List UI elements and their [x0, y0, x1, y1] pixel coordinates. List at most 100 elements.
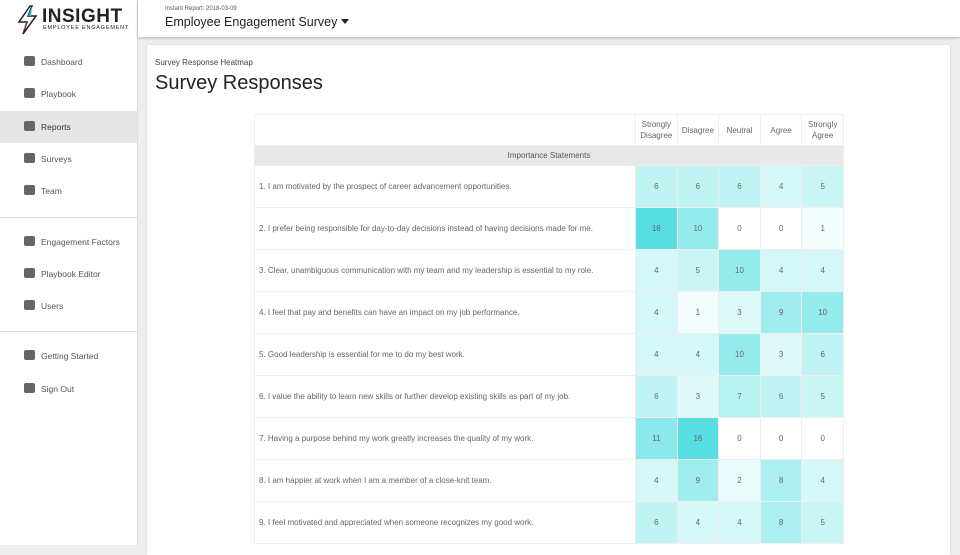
- nav-separator: [0, 216, 137, 218]
- nav-item[interactable]: Surveys: [0, 143, 137, 175]
- sidebar: INSIGHT EMPLOYEE ENGAGEMENT Dashboard Pla…: [0, 0, 138, 545]
- heat-cell: 6: [759, 375, 803, 418]
- statement: 4. I feel that pay and benefits can have…: [254, 291, 636, 334]
- heat-cell: 0: [759, 417, 803, 460]
- nav-separator: [0, 331, 137, 333]
- nav-item[interactable]: Playbook: [0, 78, 137, 110]
- report-card: Survey Response Heatmap Survey Responses…: [147, 45, 950, 555]
- heat-cell: 16: [635, 207, 678, 250]
- heat-cell: 3: [676, 375, 720, 418]
- nav-icon: [24, 382, 35, 393]
- logo-icon: [17, 5, 38, 35]
- statement-row: 5. Good leadership is essential for me t…: [254, 333, 844, 376]
- statement: 5. Good leadership is essential for me t…: [254, 333, 636, 376]
- heat-cell: 9: [759, 291, 803, 334]
- statement-row: 6. I value the ability to learn new skil…: [254, 375, 844, 418]
- column-header: Agree: [759, 114, 803, 146]
- heatmap-table: Strongly Disagree Disagree Neutral Agree Str…: [254, 114, 844, 544]
- heat-cell: 7: [718, 375, 761, 418]
- heat-cell: 8: [759, 501, 803, 544]
- card-kicker: Survey Response Heatmap: [155, 58, 253, 67]
- column-header: Strongly Agree: [801, 114, 844, 146]
- heat-cell: 4: [759, 165, 803, 208]
- heat-cell: 4: [801, 249, 844, 292]
- statement-row: 3. Clear, unambiguous communication with…: [254, 249, 844, 292]
- statement-row: 4. I feel that pay and benefits can have…: [254, 291, 844, 334]
- nav-item[interactable]: Users: [0, 290, 137, 322]
- heat-cell: 6: [676, 165, 720, 208]
- survey-selector[interactable]: Employee Engagement Survey: [165, 15, 338, 29]
- heat-cell: 4: [718, 501, 761, 544]
- statement: 3. Clear, unambiguous communication with…: [254, 249, 636, 292]
- nav-label: Playbook Editor: [41, 268, 101, 279]
- nav-item[interactable]: Playbook Editor: [0, 258, 137, 290]
- heat-cell: 4: [635, 249, 678, 292]
- heat-cell: 3: [759, 333, 803, 376]
- heat-cell: 16: [676, 417, 720, 460]
- header-row: Strongly Disagree Disagree Neutral Agree Str…: [254, 114, 844, 146]
- statement: 7. Having a purpose behind my work great…: [254, 417, 636, 460]
- heat-cell: 6: [635, 501, 678, 544]
- dropdown-caret[interactable]: [341, 19, 349, 24]
- heat-cell: 5: [801, 165, 844, 208]
- card-title: Survey Responses: [155, 72, 323, 94]
- section-label: Importance Statements: [254, 145, 844, 166]
- statement-row: 7. Having a purpose behind my work great…: [254, 417, 844, 460]
- brand-name: INSIGHT: [42, 6, 123, 27]
- heat-cell: 1: [676, 291, 720, 334]
- nav-label: Getting Started: [41, 351, 99, 362]
- section-row: Importance Statements: [254, 145, 844, 166]
- heat-cell: 3: [718, 291, 761, 334]
- statement: 1. I am motivated by the prospect of car…: [254, 165, 636, 208]
- heat-cell: 0: [801, 417, 844, 460]
- heat-cell: 4: [635, 291, 678, 334]
- nav-item[interactable]: Reports: [0, 110, 137, 143]
- nav-label: Sign Out: [41, 383, 75, 394]
- nav-icon: [24, 152, 35, 163]
- heat-cell: 10: [718, 249, 761, 292]
- nav-label: Team: [41, 186, 62, 197]
- heat-cell: 10: [718, 333, 761, 376]
- heat-cell: 5: [801, 501, 844, 544]
- nav-icon: [24, 235, 35, 246]
- report-date: Instant Report: 2018-03-09: [165, 6, 237, 12]
- statement: 8. I am happier at work when I am a memb…: [254, 459, 636, 502]
- heat-cell: 8: [759, 459, 803, 502]
- brand-tagline: EMPLOYEE ENGAGEMENT: [43, 25, 130, 31]
- nav-item[interactable]: Dashboard: [0, 46, 137, 78]
- column-header: Neutral: [718, 114, 761, 146]
- nav-item[interactable]: Getting Started: [0, 340, 137, 372]
- nav-label: Playbook: [41, 89, 76, 100]
- nav-icon: [24, 185, 35, 196]
- statement-row: 2. I prefer being responsible for day-to…: [254, 207, 844, 250]
- heat-cell: 2: [718, 459, 761, 502]
- heat-cell: 11: [635, 417, 678, 460]
- nav-label: Surveys: [41, 153, 72, 164]
- statement: 6. I value the ability to learn new skil…: [254, 375, 636, 418]
- heat-cell: 0: [759, 207, 803, 250]
- statement: 2. I prefer being responsible for day-to…: [254, 207, 636, 250]
- heat-cell: 6: [635, 165, 678, 208]
- statement-row: 9. I feel motivated and appreciated when…: [254, 501, 844, 544]
- nav-icon: [24, 120, 35, 131]
- nav-item[interactable]: Engagement Factors: [0, 226, 137, 258]
- nav-icon: [24, 267, 35, 278]
- heat-cell: 6: [635, 375, 678, 418]
- top-bar: Instant Report: 2018-03-09 Employee Enga…: [138, 0, 960, 37]
- column-header: Disagree: [676, 114, 720, 146]
- statement-row: 8. I am happier at work when I am a memb…: [254, 459, 844, 502]
- heat-cell: 1: [801, 207, 844, 250]
- nav-label: Users: [41, 301, 64, 312]
- nav-item[interactable]: Sign Out: [0, 373, 137, 405]
- nav-icon: [24, 56, 35, 66]
- nav-item[interactable]: Team: [0, 175, 137, 207]
- heat-cell: 4: [635, 459, 678, 502]
- heat-cell: 6: [718, 165, 761, 208]
- nav-icon: [24, 88, 35, 99]
- heat-cell: 6: [801, 333, 844, 376]
- nav-label: Dashboard: [41, 57, 83, 67]
- statement-row: 1. I am motivated by the prospect of car…: [254, 165, 844, 208]
- heat-cell: 5: [801, 375, 844, 418]
- statement: 9. I feel motivated and appreciated when…: [254, 501, 636, 544]
